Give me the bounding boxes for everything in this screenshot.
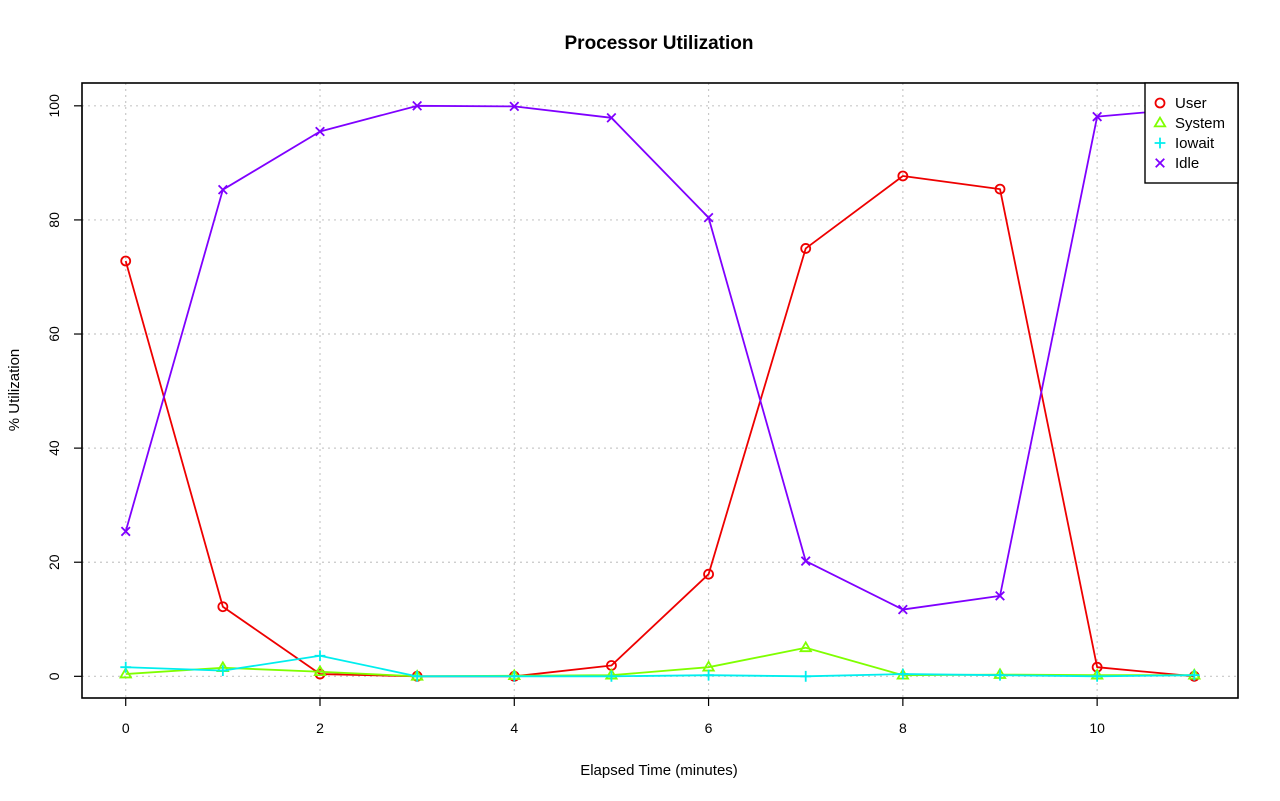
data-point-idle	[509, 101, 520, 112]
legend-marker-idle	[1155, 158, 1165, 168]
data-point-iowait	[1188, 669, 1200, 681]
data-point-system	[118, 666, 133, 679]
grid	[82, 83, 1238, 698]
data-point-iowait	[411, 670, 423, 682]
series-user	[120, 170, 1200, 682]
legend-label-idle: Idle	[1175, 155, 1199, 172]
data-point-user	[897, 170, 909, 182]
legend-label-iowait: Iowait	[1175, 135, 1215, 152]
data-point-idle	[897, 604, 908, 615]
data-point-iowait	[314, 650, 326, 662]
legend-marker-system	[1153, 115, 1167, 128]
data-point-idle	[120, 526, 131, 537]
y-tick-label: 80	[46, 212, 62, 228]
data-point-iowait	[508, 670, 520, 682]
data-point-user	[703, 568, 714, 580]
data-point-system	[798, 640, 813, 653]
data-point-system	[313, 664, 327, 677]
data-point-idle	[703, 212, 714, 223]
series-idle	[120, 100, 1200, 615]
y-tick-label: 100	[46, 94, 62, 118]
x-tick-label: 8	[899, 720, 907, 736]
data-point-iowait	[703, 669, 714, 681]
data-point-idle	[800, 556, 811, 566]
x-tick-label: 0	[122, 720, 130, 736]
legend-label-system: System	[1175, 115, 1225, 132]
series-line-idle	[124, 104, 1195, 611]
data-point-user	[800, 243, 812, 254]
data-point-idle	[315, 126, 325, 137]
series-line-system	[125, 646, 1195, 678]
legend-label-user: User	[1175, 95, 1207, 112]
legend-marker-user	[1154, 97, 1166, 109]
x-axis: 0 2 4 6 8 10	[122, 697, 1105, 736]
y-tick-label: 60	[46, 326, 62, 342]
data-point-idle	[606, 112, 617, 123]
series-line-iowait	[125, 654, 1195, 678]
legend: User System Iowait Idle	[1144, 82, 1239, 184]
series-line-user	[124, 175, 1195, 678]
data-point-iowait	[606, 670, 617, 682]
data-point-iowait	[217, 665, 229, 677]
data-point-iowait	[800, 670, 812, 682]
series-iowait	[120, 650, 1200, 682]
data-point-idle	[217, 184, 228, 195]
data-point-user	[217, 601, 229, 613]
data-point-user	[994, 183, 1006, 195]
y-tick-label: 20	[46, 554, 62, 570]
data-point-idle	[412, 100, 423, 111]
x-tick-label: 6	[705, 720, 713, 736]
y-axis-label: % Utilization	[6, 349, 23, 432]
y-tick-label: 40	[46, 440, 62, 456]
data-point-iowait	[994, 669, 1006, 681]
data-point-iowait	[1091, 670, 1103, 682]
data-point-idle	[995, 590, 1005, 601]
data-point-iowait	[120, 661, 132, 673]
chart-title: Processor Utilization	[565, 33, 754, 54]
data-point-idle	[1092, 111, 1103, 122]
legend-marker-iowait	[1154, 137, 1166, 149]
series-layer	[118, 100, 1202, 682]
y-axis: 0 20 40 60 80 100	[46, 94, 83, 680]
plot-area-border	[81, 82, 1239, 699]
x-tick-label: 2	[316, 720, 324, 736]
x-axis-label: Elapsed Time (minutes)	[580, 762, 738, 779]
x-tick-label: 4	[510, 720, 518, 736]
data-point-iowait	[897, 668, 909, 680]
y-tick-label: 0	[46, 672, 62, 680]
x-tick-label: 10	[1089, 720, 1105, 736]
data-point-user	[120, 255, 132, 267]
legend-box	[1144, 82, 1239, 184]
